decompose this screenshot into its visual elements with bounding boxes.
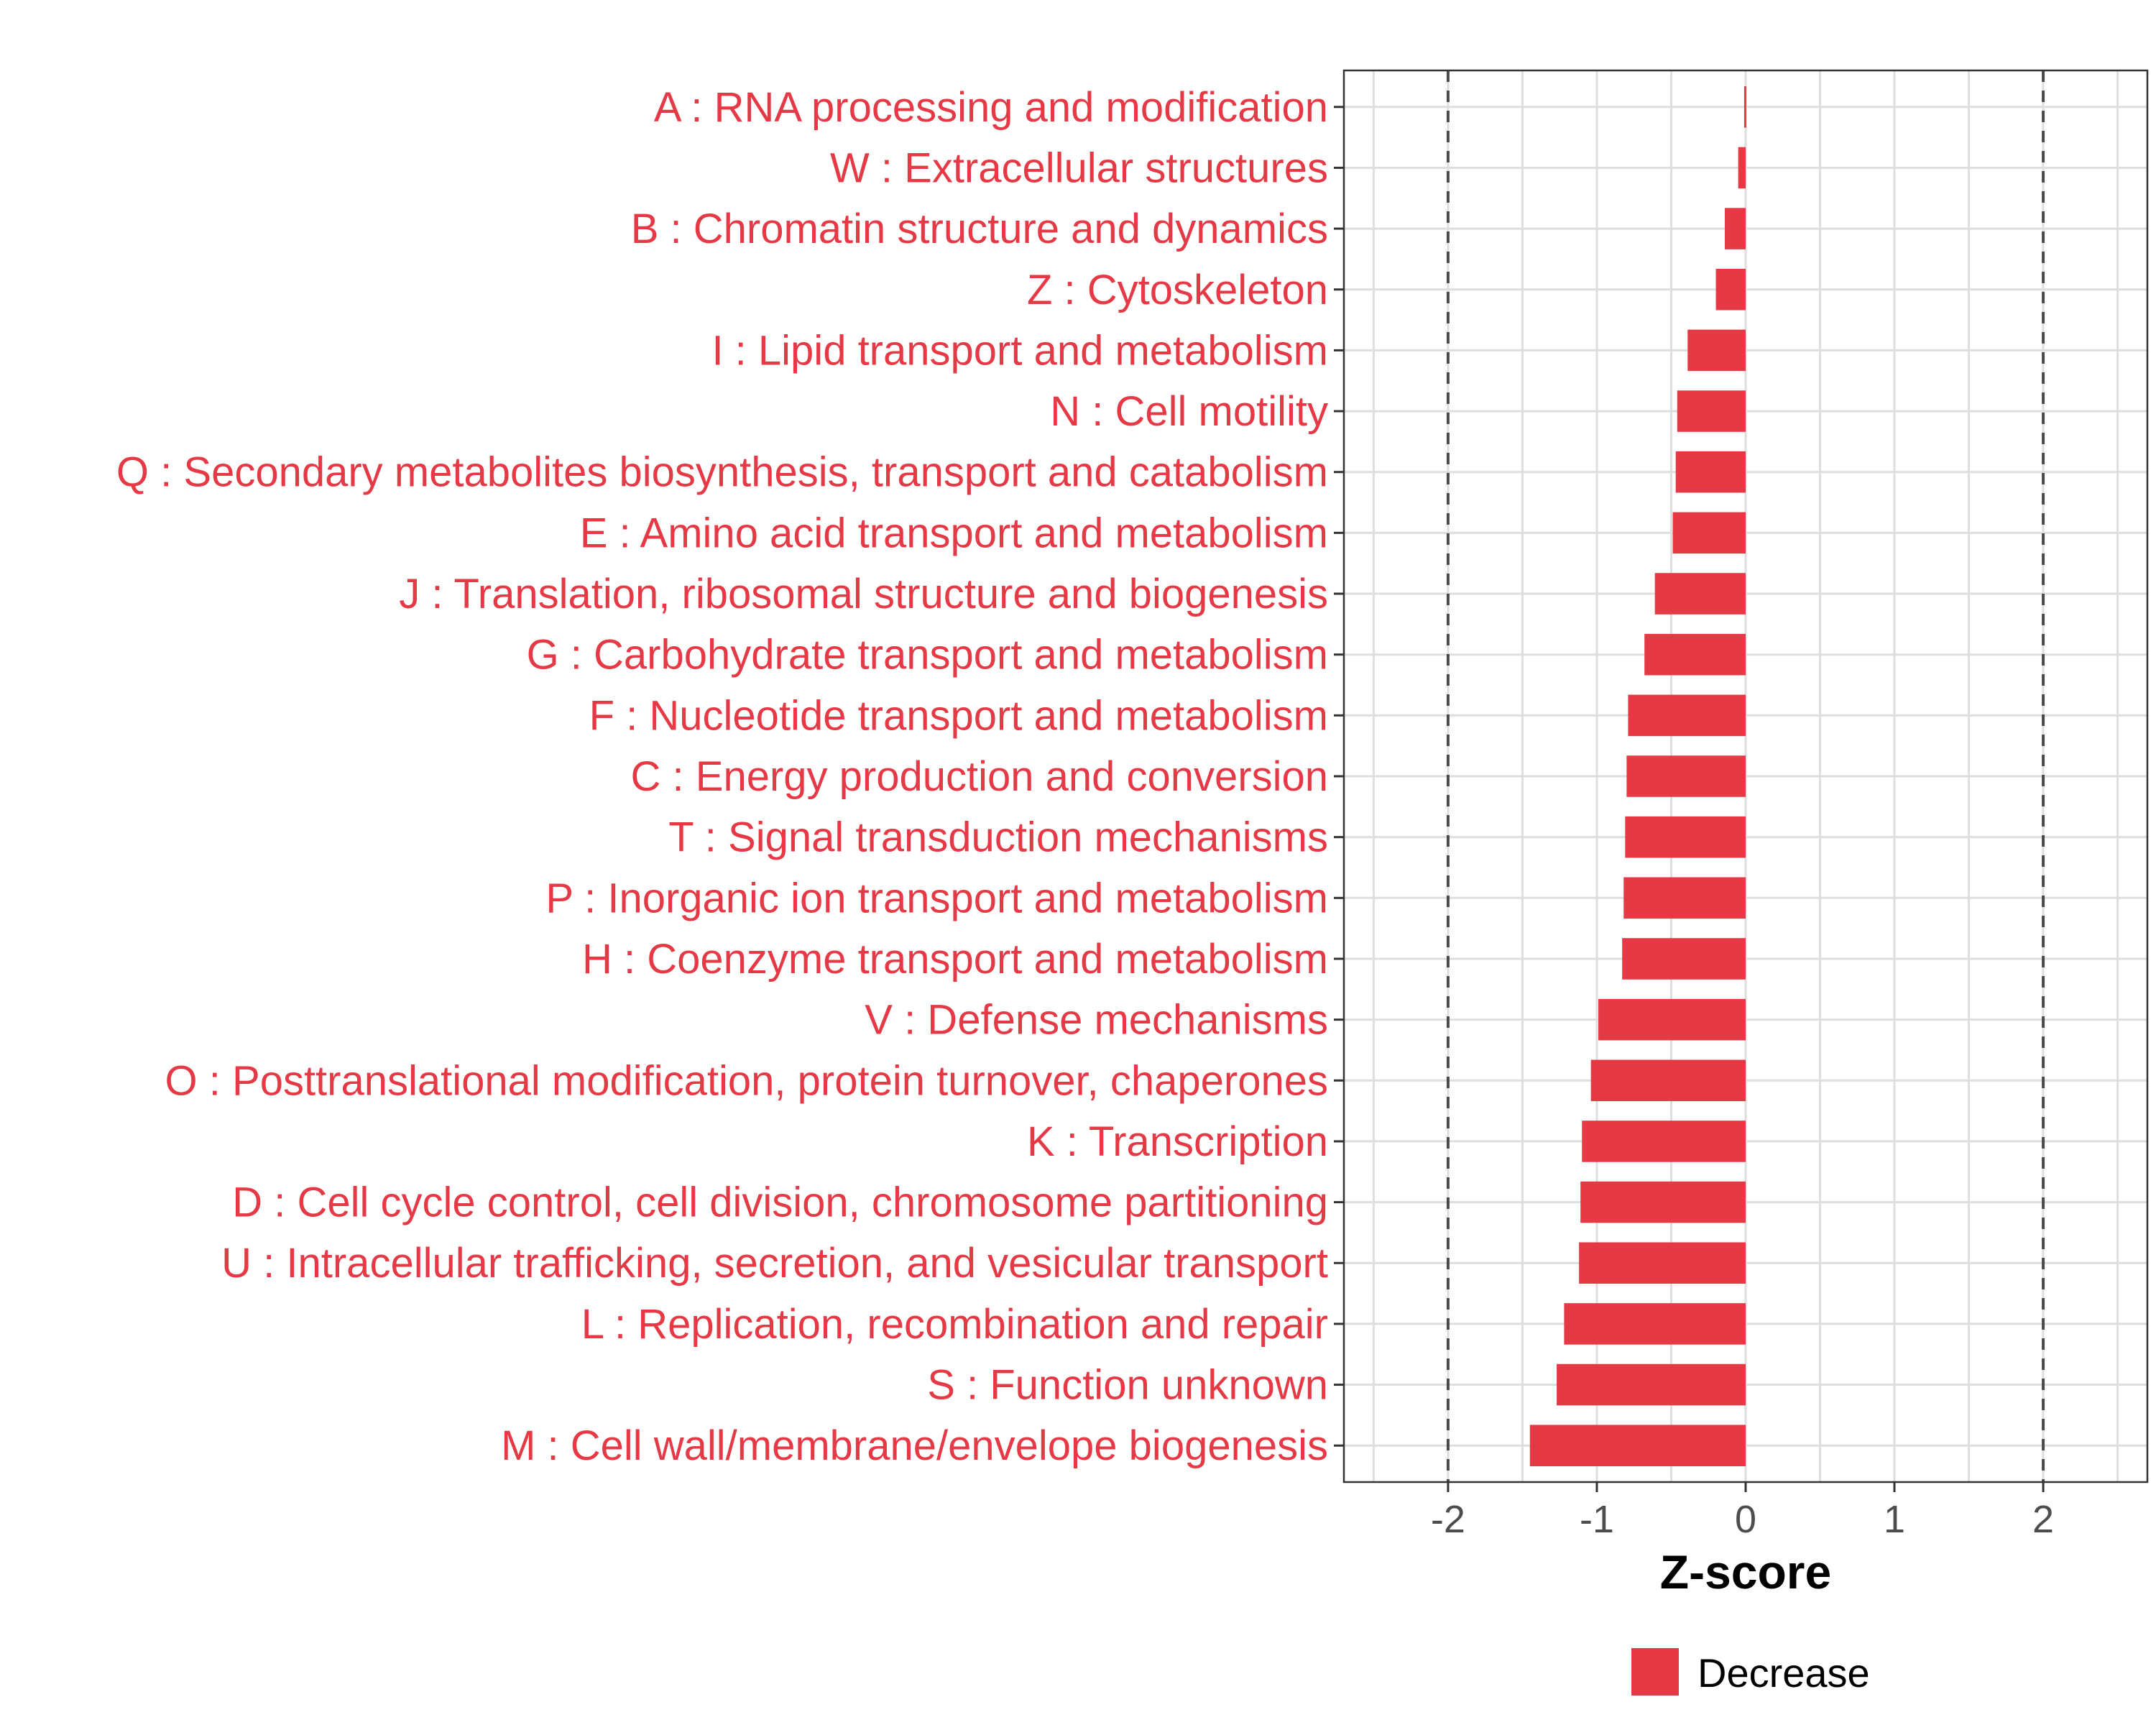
bar xyxy=(1564,1303,1746,1345)
category-label: A : RNA processing and modification xyxy=(654,84,1328,131)
category-label: V : Defense mechanisms xyxy=(865,997,1328,1044)
category-label: B : Chromatin structure and dynamics xyxy=(631,206,1328,252)
legend-swatch-decrease xyxy=(1631,1648,1679,1696)
category-label: H : Coenzyme transport and metabolism xyxy=(582,936,1328,983)
category-label: K : Transcription xyxy=(1027,1118,1328,1165)
x-tick-label: -1 xyxy=(1580,1498,1614,1541)
x-tick-label: 2 xyxy=(2032,1498,2054,1541)
category-label: M : Cell wall/membrane/envelope biogenes… xyxy=(501,1422,1328,1469)
category-label: Z : Cytoskeleton xyxy=(1027,267,1328,313)
x-axis-ticks xyxy=(1447,1482,2045,1492)
legend-label-decrease: Decrease xyxy=(1697,1650,1870,1696)
x-axis-title: Z-score xyxy=(1660,1545,1831,1598)
bar xyxy=(1628,694,1746,737)
bar xyxy=(1715,268,1746,310)
bar xyxy=(1582,1121,1746,1162)
bar xyxy=(1626,755,1746,797)
bar xyxy=(1557,1363,1746,1406)
category-label: F : Nucleotide transport and metabolism xyxy=(589,692,1328,739)
bar xyxy=(1579,1242,1746,1284)
x-tick-label: 1 xyxy=(1884,1498,1905,1541)
category-label: N : Cell motility xyxy=(1050,388,1328,435)
bar xyxy=(1580,1181,1746,1223)
category-label: L : Replication, recombination and repai… xyxy=(581,1301,1328,1348)
bar xyxy=(1529,1425,1746,1466)
y-axis-ticks xyxy=(1334,106,1344,1447)
category-label: E : Amino acid transport and metabolism xyxy=(580,510,1328,556)
bar xyxy=(1675,451,1746,493)
bar xyxy=(1743,86,1746,128)
bar xyxy=(1687,329,1746,372)
category-labels: A : RNA processing and modification W : E… xyxy=(116,84,1328,1469)
x-tick-label: 0 xyxy=(1735,1498,1756,1541)
bar xyxy=(1672,512,1746,554)
category-label: O : Posttranslational modification, prot… xyxy=(165,1057,1328,1104)
category-label: S : Function unknown xyxy=(927,1362,1328,1409)
category-label: P : Inorganic ion transport and metaboli… xyxy=(545,875,1328,921)
reference-lines xyxy=(1446,70,2045,1482)
bar xyxy=(1738,147,1746,189)
bar xyxy=(1677,390,1746,432)
x-tick-labels: -2 -1 0 1 2 xyxy=(1431,1498,2054,1541)
bar xyxy=(1644,633,1746,676)
category-label: U : Intracellular trafficking, secretion… xyxy=(221,1240,1328,1287)
bar xyxy=(1623,877,1746,919)
category-label: Q : Secondary metabolites biosynthesis, … xyxy=(116,449,1328,496)
bars xyxy=(1529,86,1746,1466)
bar xyxy=(1622,938,1746,980)
category-label: D : Cell cycle control, cell division, c… xyxy=(232,1179,1328,1226)
category-label: I : Lipid transport and metabolism xyxy=(711,327,1328,374)
bar xyxy=(1598,998,1746,1041)
legend: Decrease xyxy=(1631,1648,1870,1696)
category-label: G : Carbohydrate transport and metabolis… xyxy=(527,632,1328,678)
category-label: T : Signal transduction mechanisms xyxy=(668,814,1328,861)
category-label: W : Extracellular structures xyxy=(830,144,1328,191)
bar xyxy=(1725,208,1746,249)
category-label: C : Energy production and conversion xyxy=(631,753,1328,800)
category-label: J : Translation, ribosomal structure and… xyxy=(399,571,1328,617)
x-tick-label: -2 xyxy=(1431,1498,1465,1541)
bar xyxy=(1625,816,1746,858)
bar xyxy=(1654,573,1746,615)
bar xyxy=(1590,1059,1746,1102)
